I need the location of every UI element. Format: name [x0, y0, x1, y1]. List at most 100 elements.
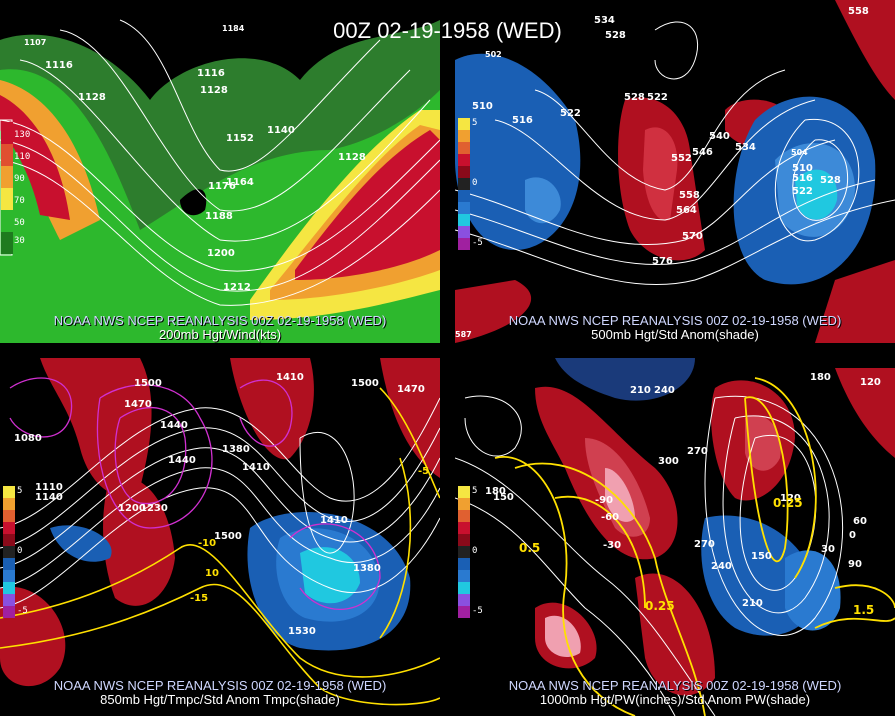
contour-label: 240	[654, 385, 675, 396]
contour-label: 30	[821, 544, 835, 555]
contour-label: 120	[780, 493, 801, 504]
contour-label: 180	[485, 486, 506, 497]
colorbar-850mb	[3, 486, 15, 618]
contour-label: 150	[751, 551, 772, 562]
contour-label: 210	[630, 385, 651, 396]
contour-label: 270	[687, 446, 708, 457]
panel-caption: NOAA NWS NCEP REANALYSIS 00Z 02-19-1958 …	[53, 313, 387, 342]
contour-label: 1184	[222, 24, 245, 33]
colorbar-200mb	[1, 122, 13, 254]
contour-label: 240	[711, 561, 732, 572]
scale-label: 30	[14, 236, 25, 246]
contour-label: 587	[455, 330, 472, 339]
scale-label: 90	[14, 174, 25, 184]
contour-label: -30	[603, 540, 622, 551]
contour-label: 270	[694, 539, 715, 550]
contour-label: 528	[820, 175, 841, 186]
contour-label: 540	[709, 131, 730, 142]
contour-label: 10	[205, 568, 219, 579]
contour-label: 120	[860, 377, 881, 388]
contour-label: 210	[742, 598, 763, 609]
contour-label: 534	[735, 142, 756, 153]
contour-label: 150	[493, 492, 514, 503]
contour-label: 1.5	[853, 603, 875, 617]
panel-200mb: 130 110 90 70 50 30 1116 1128 1116 1128 …	[0, 0, 440, 343]
scale-label: 5	[17, 486, 23, 496]
scale-label: 5	[472, 118, 478, 128]
contour-label: 0	[849, 530, 856, 541]
contour-label: 1128	[78, 92, 106, 103]
panel-caption: NOAA NWS NCEP REANALYSIS 00Z 02-19-1958 …	[508, 313, 842, 342]
contour-label: 534	[594, 15, 615, 26]
contour-label: 0.5	[519, 541, 541, 555]
contour-label: 1140	[267, 125, 295, 136]
contour-label: 1470	[124, 399, 152, 410]
scale-label: 130	[14, 130, 31, 140]
scale-label: 0	[17, 546, 23, 556]
contour-label: 0.25	[773, 496, 803, 510]
colorbar-500mb	[458, 118, 470, 250]
contour-label: -90	[595, 495, 614, 506]
contour-label: 528	[605, 30, 626, 41]
contour-label: 1380	[222, 444, 250, 455]
contour-label: 60	[853, 516, 867, 527]
contour-label: 1440	[160, 420, 188, 431]
contour-label: -15	[190, 593, 209, 604]
contour-label: -5	[418, 466, 430, 477]
contour-label: 558	[848, 6, 869, 17]
contour-label: 1470	[397, 384, 425, 395]
contour-label: 1500	[214, 531, 242, 542]
contour-label: 180	[810, 372, 831, 383]
contour-label: 546	[692, 147, 713, 158]
panel-850mb: 5 0 -5 1500 1470 1410 1500 1470 1440 138…	[0, 358, 440, 716]
contour-label: 570	[682, 231, 703, 242]
contour-label: 1212	[223, 282, 251, 293]
contour-label: 1500	[351, 378, 379, 389]
panel-1000mb: 5 0 -5 210 240 180 120 150 270 180 300 2…	[455, 358, 895, 716]
contour-label: 1128	[338, 152, 366, 163]
contour-label: 0.25	[645, 599, 675, 613]
scale-label: 5	[472, 486, 478, 496]
contour-label: -60	[601, 512, 620, 523]
contour-label: 502	[485, 50, 502, 59]
map-850mb	[0, 358, 440, 716]
contour-label: 1440	[168, 455, 196, 466]
contour-label: 1140	[35, 492, 63, 503]
contour-label: 1530	[288, 626, 316, 637]
contour-label: 1200	[118, 503, 146, 514]
contour-label: 516	[512, 115, 533, 126]
contour-label: 576	[652, 256, 673, 267]
contour-label: 1107	[24, 38, 47, 47]
contour-label: 1128	[200, 85, 228, 96]
scale-label: -5	[472, 606, 483, 616]
contour-label: 1500	[134, 378, 162, 389]
contour-label: 90	[848, 559, 862, 570]
contour-label: 1164	[226, 177, 254, 188]
contour-label: 1410	[320, 515, 348, 526]
contour-label: 1230	[140, 503, 168, 514]
contour-label: 522	[560, 108, 581, 119]
contour-label: 1410	[242, 462, 270, 473]
scale-label: 110	[14, 152, 31, 162]
contour-label: 558	[679, 190, 700, 201]
contour-label: 516	[792, 173, 813, 184]
scale-label: -5	[472, 238, 483, 248]
contour-label: 1188	[205, 211, 233, 222]
contour-label: 564	[676, 205, 697, 216]
panel-caption: NOAA NWS NCEP REANALYSIS 00Z 02-19-1958 …	[53, 678, 387, 707]
contour-label: 1380	[353, 563, 381, 574]
page-title: 00Z 02-19-1958 (WED)	[333, 18, 562, 43]
contour-label: 1116	[45, 60, 73, 71]
contour-label: 300	[658, 456, 679, 467]
contour-label: 522	[647, 92, 668, 103]
contour-label: 510	[792, 163, 813, 174]
contour-label: 1110	[35, 482, 63, 493]
map-200mb	[0, 0, 440, 343]
contour-label: 1080	[14, 433, 42, 444]
scale-label: 0	[472, 546, 478, 556]
contour-label: 504	[791, 148, 808, 157]
map-1000mb	[455, 358, 895, 716]
contour-label: 528	[624, 92, 645, 103]
contour-label: 1116	[197, 68, 225, 79]
contour-label: 552	[671, 153, 692, 164]
